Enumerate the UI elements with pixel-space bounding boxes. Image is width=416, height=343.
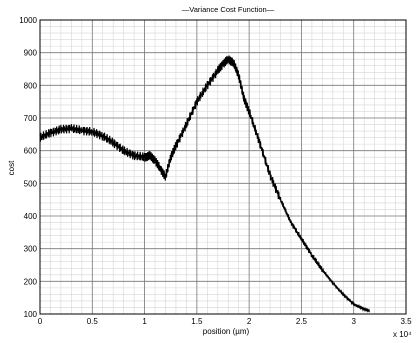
y-tick-label: 400: [24, 212, 38, 221]
y-tick-label: 700: [24, 114, 38, 123]
x-tick-label: 1.5: [191, 317, 203, 326]
y-tick-label: 500: [24, 179, 38, 188]
y-tick-label: 800: [24, 81, 38, 90]
x-axis-label: position (µm): [203, 327, 250, 336]
x-tick-label: 0.5: [87, 317, 99, 326]
x-tick-label: 2: [247, 317, 252, 326]
x-tick-label: 3.5: [400, 317, 412, 326]
plot-frame: [39, 19, 407, 315]
x-tick-label: 3: [351, 317, 356, 326]
series-line-0: [39, 55, 370, 313]
y-tick-label: 200: [24, 277, 38, 286]
x-tick-label: 0: [38, 317, 43, 326]
series-layer: [39, 55, 370, 313]
y-tick-label: 900: [24, 49, 38, 58]
x-tick-label: 1: [142, 317, 147, 326]
y-tick-label: 100: [24, 310, 38, 319]
chart-title: —Variance Cost Function—: [182, 5, 275, 14]
x-axis-ticks: 0 0.5 1 1.5 2 2.5 3 3.5: [38, 317, 412, 326]
x-tick-label: 2.5: [296, 317, 308, 326]
y-tick-label: 1000: [19, 16, 37, 25]
y-tick-label: 300: [24, 245, 38, 254]
x-axis-exponent: x 10⁴: [393, 330, 412, 339]
y-tick-label: 600: [24, 147, 38, 156]
y-axis-ticks: 100 200 300 400 500 600 700 800 900 1000: [19, 16, 37, 319]
major-grid: [39, 19, 407, 315]
y-axis-label: cost: [7, 160, 16, 175]
